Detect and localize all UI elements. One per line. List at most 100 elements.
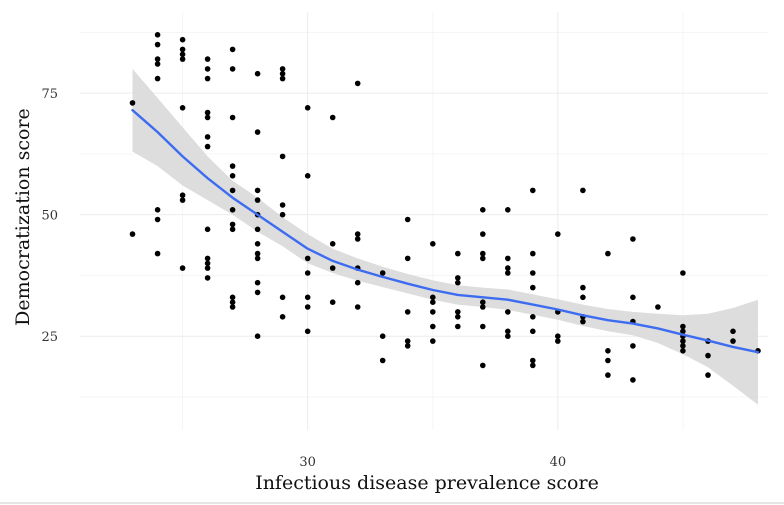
data-point bbox=[179, 192, 186, 198]
data-point bbox=[680, 323, 686, 330]
data-point bbox=[179, 265, 186, 271]
data-point bbox=[229, 221, 236, 228]
data-point bbox=[705, 352, 711, 359]
data-point bbox=[680, 328, 686, 335]
data-point bbox=[430, 323, 436, 330]
data-point bbox=[204, 255, 211, 262]
data-point bbox=[430, 309, 436, 315]
data-point bbox=[680, 270, 686, 276]
data-point bbox=[229, 173, 236, 179]
data-point bbox=[354, 231, 361, 237]
grid bbox=[80, 12, 768, 430]
data-point bbox=[480, 304, 486, 310]
y-tick-label: 25 bbox=[41, 330, 58, 345]
data-point bbox=[279, 66, 286, 72]
data-point bbox=[730, 328, 736, 335]
data-point bbox=[555, 333, 561, 340]
data-point bbox=[204, 109, 211, 116]
y-axis-title: Democratization score bbox=[12, 108, 34, 326]
data-point bbox=[530, 187, 536, 194]
data-point bbox=[505, 333, 511, 340]
data-point bbox=[354, 304, 361, 310]
data-point bbox=[154, 32, 161, 38]
data-point bbox=[705, 372, 711, 378]
data-point bbox=[229, 299, 236, 306]
data-point bbox=[480, 255, 486, 262]
data-point bbox=[505, 309, 511, 315]
data-point bbox=[254, 250, 261, 257]
data-point bbox=[630, 294, 636, 301]
data-point bbox=[179, 46, 186, 53]
data-point bbox=[480, 250, 486, 257]
data-point bbox=[329, 114, 336, 121]
x-tick-label: 30 bbox=[299, 455, 316, 470]
data-point bbox=[530, 250, 536, 257]
data-point bbox=[480, 231, 486, 237]
data-point bbox=[404, 343, 411, 349]
data-point bbox=[605, 250, 611, 257]
data-point bbox=[530, 314, 536, 320]
data-point bbox=[229, 163, 236, 169]
confidence-band-layer bbox=[132, 68, 758, 405]
data-point bbox=[580, 284, 586, 291]
tick-labels: 30 40 25 50 75 bbox=[41, 87, 566, 470]
data-point bbox=[630, 343, 636, 349]
data-point bbox=[279, 75, 286, 82]
data-point bbox=[229, 207, 236, 213]
x-axis-title: Infectious disease prevalence score bbox=[255, 472, 599, 494]
data-point bbox=[605, 357, 611, 364]
data-point bbox=[354, 279, 361, 286]
data-point bbox=[630, 236, 636, 242]
data-point bbox=[154, 61, 161, 67]
data-point bbox=[505, 265, 511, 271]
data-point bbox=[404, 309, 411, 315]
data-point bbox=[129, 231, 136, 237]
data-point bbox=[204, 226, 211, 233]
data-point bbox=[304, 304, 311, 310]
data-point bbox=[580, 294, 586, 301]
data-point bbox=[329, 265, 336, 271]
data-point bbox=[680, 343, 686, 349]
data-point bbox=[229, 66, 236, 72]
data-point bbox=[730, 338, 736, 344]
data-point bbox=[530, 357, 536, 364]
data-point bbox=[254, 187, 261, 194]
data-point bbox=[404, 338, 411, 344]
data-point bbox=[480, 207, 486, 213]
data-point bbox=[229, 187, 236, 194]
data-point bbox=[304, 105, 311, 111]
data-point bbox=[179, 51, 186, 58]
data-point bbox=[555, 338, 561, 344]
data-point bbox=[204, 75, 211, 82]
data-point bbox=[279, 294, 286, 301]
data-point bbox=[505, 255, 511, 262]
data-point bbox=[354, 80, 361, 87]
data-point bbox=[480, 362, 486, 369]
data-point bbox=[455, 279, 461, 286]
data-point bbox=[680, 338, 686, 344]
data-point bbox=[505, 270, 511, 276]
data-point bbox=[304, 270, 311, 276]
data-point bbox=[505, 328, 511, 335]
smooth-line bbox=[131, 109, 760, 354]
data-point bbox=[530, 362, 536, 369]
data-point bbox=[254, 279, 261, 286]
data-point bbox=[329, 241, 336, 247]
data-point bbox=[254, 289, 261, 296]
data-point bbox=[229, 304, 236, 310]
data-point bbox=[154, 56, 161, 62]
data-point bbox=[179, 36, 186, 43]
data-point bbox=[605, 348, 611, 354]
data-point bbox=[204, 265, 211, 271]
data-point bbox=[154, 41, 161, 48]
data-point bbox=[254, 129, 261, 135]
data-point bbox=[530, 328, 536, 335]
data-point bbox=[680, 348, 686, 354]
data-point bbox=[279, 70, 286, 77]
data-point bbox=[254, 255, 261, 262]
data-point bbox=[404, 255, 411, 262]
data-point bbox=[229, 46, 236, 53]
data-point bbox=[304, 294, 311, 301]
data-point bbox=[304, 328, 311, 335]
data-point bbox=[179, 56, 186, 62]
